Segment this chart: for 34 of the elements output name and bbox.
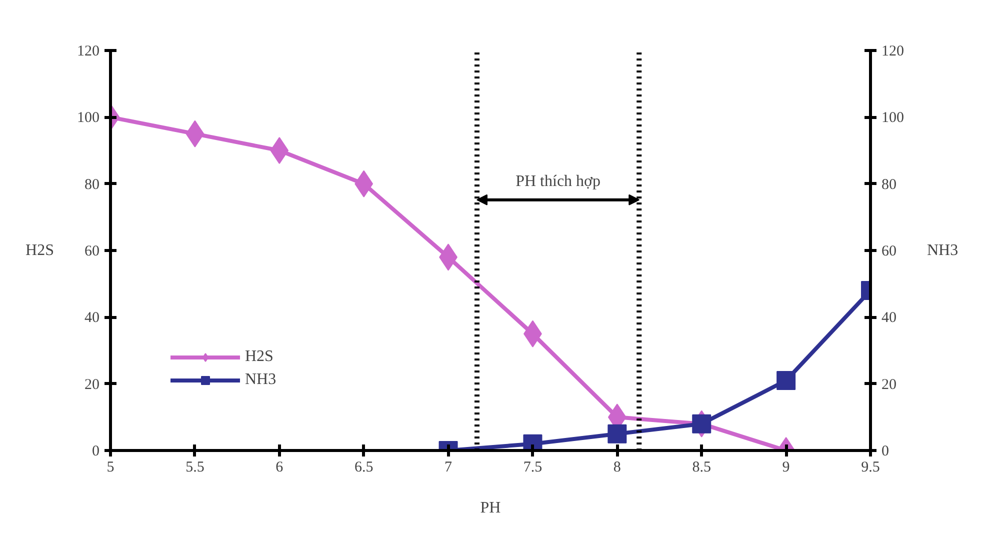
x-tick-label: 8 xyxy=(613,460,621,476)
x-tick-label: 6 xyxy=(276,460,284,476)
legend-label: NH3 xyxy=(245,371,276,389)
point xyxy=(270,137,289,164)
point xyxy=(692,414,712,434)
y-tick-label: 100 xyxy=(77,110,100,126)
y-tick-label: 60 xyxy=(84,244,100,260)
y2-tick-label: 120 xyxy=(882,44,904,60)
y2-tick-label: 20 xyxy=(882,376,896,393)
x-tick-label: 8.5 xyxy=(692,460,711,476)
y2-tick-label: 100 xyxy=(882,110,904,126)
x-tick-label: 5 xyxy=(106,460,114,476)
x-tick-label: 9.5 xyxy=(861,460,880,476)
x-tick-label: 6.5 xyxy=(354,460,374,476)
x-axis-title: PH xyxy=(480,500,502,516)
y-tick-label: 0 xyxy=(92,444,100,460)
point xyxy=(776,371,796,390)
y2-axis-title: NH3 xyxy=(927,242,958,259)
y2-tick-label: 40 xyxy=(882,310,896,326)
y-tick-label: 80 xyxy=(84,176,100,193)
x-tick-label: 7 xyxy=(444,460,453,476)
y-tick-label: 120 xyxy=(77,44,100,60)
y2-tick-label: 60 xyxy=(882,244,896,260)
point xyxy=(608,424,627,444)
y2-tick-label: 0 xyxy=(882,444,889,460)
x-tick-label: 7.5 xyxy=(523,460,542,476)
y-tick-label: 40 xyxy=(84,310,100,326)
x-tick-label: 5.5 xyxy=(186,460,204,476)
x-tick-label: 9 xyxy=(782,460,790,476)
y2-tick-label: 80 xyxy=(882,176,896,193)
legend-label: H2S xyxy=(245,348,274,366)
y-axis-title: H2S xyxy=(26,242,54,259)
annotation: PH thích hợp xyxy=(516,172,601,190)
y-tick-label: 20 xyxy=(84,376,100,393)
